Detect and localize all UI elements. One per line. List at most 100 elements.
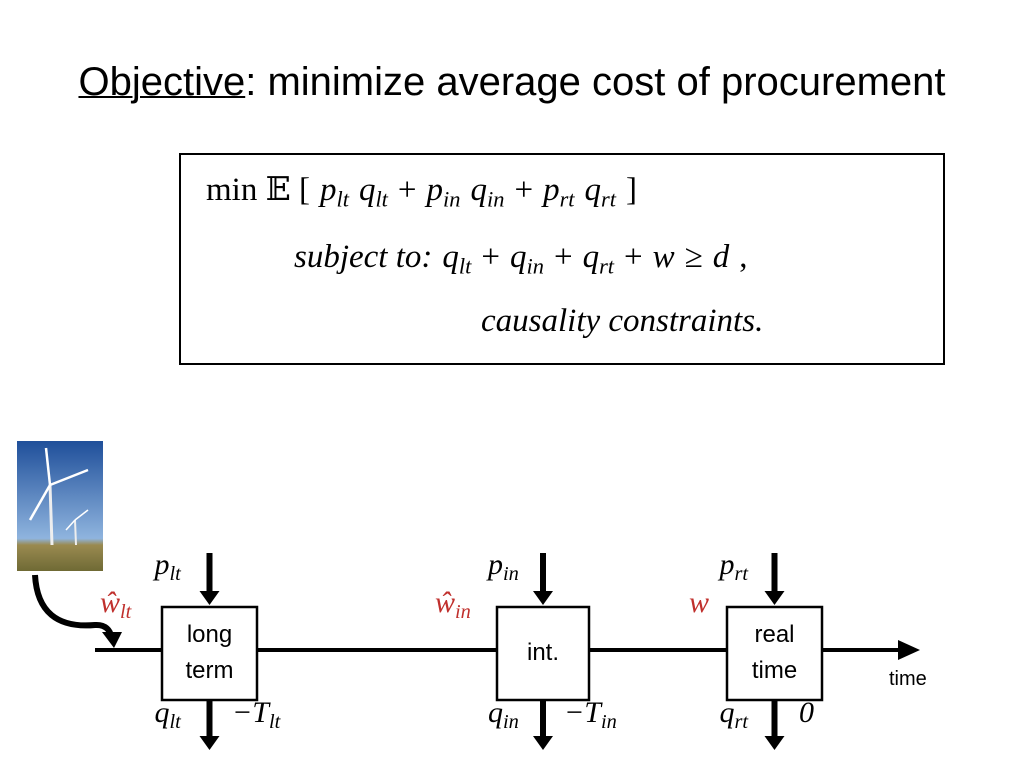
math-label: ŵin [435, 586, 471, 624]
math-variable: −Tlt [232, 696, 280, 733]
formula-box: min 𝔼 [plt qlt + pin qin + prt qrt] subject to:… [179, 153, 945, 365]
math-variable: qin [470, 172, 505, 212]
variable-subscript: in [526, 253, 544, 279]
variable-subscript: in [600, 711, 617, 734]
variable-subscript: lt [169, 563, 181, 586]
variable-text: q [509, 239, 527, 275]
variable-text: q [154, 696, 170, 729]
math-variable: qlt [154, 696, 181, 733]
math-label: qrt [720, 696, 749, 734]
variable-text: −T [232, 696, 269, 729]
math-variable: qrt [582, 239, 614, 279]
math-symbol: + [624, 239, 643, 275]
variable-text: w [652, 239, 675, 275]
stage-box [160, 605, 259, 702]
math-label: pin [488, 548, 519, 586]
variable-subscript: in [487, 186, 505, 212]
math-symbol: + [481, 239, 500, 275]
math-label: −Tlt [232, 696, 280, 734]
variable-text: 0 [799, 696, 814, 729]
math-variable: plt [154, 548, 181, 585]
math-symbol: + [514, 172, 534, 208]
math-variable: causality constraints. [481, 303, 763, 339]
arrow-head [199, 591, 220, 605]
box-label: real time [727, 617, 822, 689]
formula-line: subject to: qlt + qin + qrt + w ≥ d, [289, 239, 753, 280]
math-variable: qin [488, 696, 519, 733]
math-variable: ŵin [435, 586, 471, 623]
math-variable: pin [426, 172, 461, 212]
arrow-head [199, 736, 220, 750]
variable-subscript: in [503, 563, 519, 586]
math-variable: d [713, 239, 730, 275]
variable-text: ŵ [100, 586, 121, 619]
slide-title: Objective: minimize average cost of proc… [0, 60, 1024, 105]
title-underlined: Objective [78, 60, 246, 104]
variable-subscript: lt [336, 186, 349, 212]
math-variable: prt [720, 548, 749, 585]
box-label-line: time [751, 657, 798, 684]
variable-text: subject to: [294, 239, 433, 275]
axis-label: time [889, 668, 927, 690]
math-label: ŵlt [100, 586, 131, 624]
math-label: qin [488, 696, 519, 734]
math-variable: qin [509, 239, 544, 279]
variable-text: p [154, 548, 170, 581]
variable-subscript: rt [734, 711, 749, 734]
stage-box [495, 605, 591, 702]
variable-text: q [470, 172, 488, 208]
box-label-line: long [186, 621, 233, 648]
variable-subscript: lt [458, 253, 472, 279]
box-label-line: int. [526, 639, 559, 666]
variable-subscript: lt [375, 186, 388, 212]
variable-text: w [689, 586, 710, 619]
box-label: int. [497, 635, 589, 671]
math-variable: prt [543, 172, 574, 212]
variable-subscript: in [455, 601, 471, 624]
variable-text: p [319, 172, 337, 208]
variable-text: p [426, 172, 444, 208]
variable-text: d [712, 239, 730, 275]
box-label: long term [162, 617, 257, 689]
variable-subscript: in [503, 711, 519, 734]
variable-subscript: rt [559, 186, 575, 212]
math-variable: w [689, 586, 709, 619]
variable-text: p [543, 172, 560, 208]
arrow-head [898, 640, 920, 660]
variable-text: q [584, 172, 602, 208]
math-variable: w [653, 239, 675, 275]
math-label: qlt [155, 696, 181, 734]
math-label: 0 [799, 696, 814, 730]
formula-line: min 𝔼 [plt qlt + pin qin + prt qrt] [201, 169, 642, 213]
math-symbol: + [553, 239, 573, 275]
variable-text: q [488, 696, 503, 729]
variable-text: q [442, 239, 459, 275]
variable-subscript: lt [120, 601, 132, 624]
variable-subscript: rt [601, 186, 617, 212]
math-variable: qrt [584, 172, 616, 212]
math-variable: pin [488, 548, 519, 585]
title-rest: : minimize average cost of procurement [245, 60, 946, 104]
math-label: w [689, 586, 709, 620]
variable-text: q [358, 172, 376, 208]
math-symbol: ] [626, 172, 638, 208]
variable-text: ŵ [435, 586, 456, 619]
curved-arrow [32, 574, 115, 641]
arrow-head [533, 591, 553, 605]
formula-line: causality constraints. [476, 303, 768, 340]
box-label-line: real [754, 621, 795, 648]
variable-text: causality constraints. [481, 303, 764, 339]
variable-subscript: in [443, 186, 461, 212]
variable-subscript: rt [599, 253, 615, 279]
math-symbol: ≥ [684, 239, 703, 275]
math-variable: subject to: [294, 239, 432, 275]
arrow-head [102, 632, 122, 648]
math-symbol: + [397, 172, 417, 208]
variable-text: p [488, 548, 503, 581]
math-variable: plt [319, 172, 349, 212]
variable-text: −T [564, 696, 601, 729]
math-variable: 0 [799, 696, 814, 729]
variable-text: q [582, 239, 600, 275]
